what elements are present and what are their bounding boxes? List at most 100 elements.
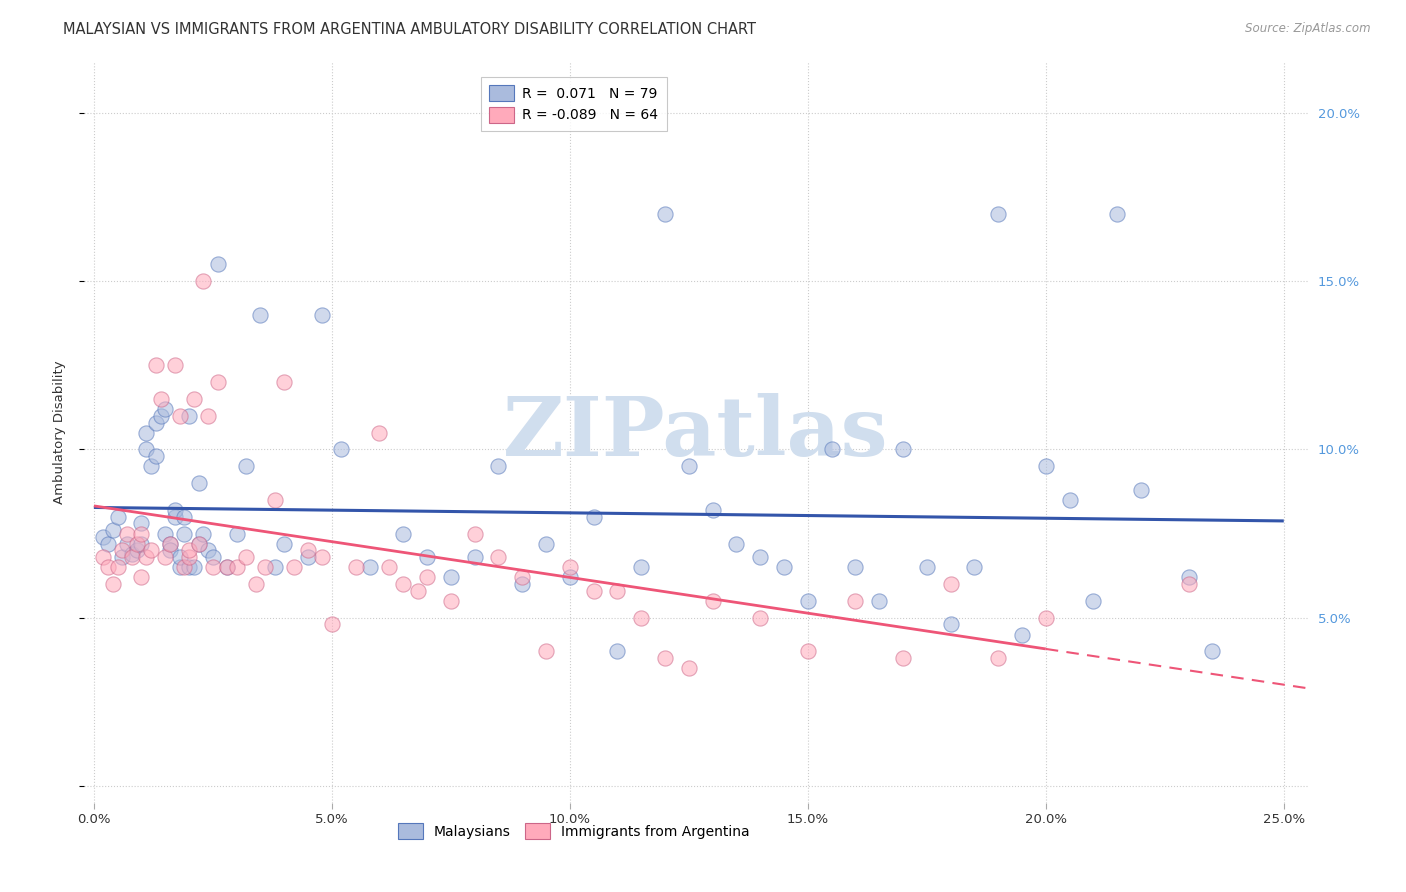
Point (235, 550, 257, 565)
Point (702, 594, 724, 608)
Point (283, 560, 305, 574)
Point (416, 570, 439, 584)
Point (177, 543, 200, 558)
Point (183, 560, 205, 574)
Point (145, 416, 167, 430)
Point (1201, 644, 1223, 658)
Point (225, 560, 247, 574)
Point (125, 543, 148, 558)
Point (797, 594, 820, 608)
Point (464, 550, 486, 565)
Point (135, 425, 157, 440)
Point (820, 442, 842, 457)
Point (177, 409, 200, 423)
Point (169, 560, 191, 574)
Point (1130, 483, 1153, 497)
Point (392, 526, 415, 541)
Text: Source: ZipAtlas.com: Source: ZipAtlas.com (1246, 22, 1371, 36)
Point (135, 442, 157, 457)
Point (606, 644, 628, 658)
Point (159, 536, 181, 550)
Point (121, 547, 143, 561)
Point (183, 392, 205, 406)
Point (488, 550, 510, 565)
Point (654, 207, 676, 221)
Point (101, 577, 124, 591)
Point (891, 442, 914, 457)
Point (359, 560, 381, 574)
Point (987, 651, 1010, 665)
Text: MALAYSIAN VS IMMIGRANTS FROM ARGENTINA AMBULATORY DISABILITY CORRELATION CHART: MALAYSIAN VS IMMIGRANTS FROM ARGENTINA A… (63, 22, 756, 37)
Point (534, 644, 557, 658)
Point (169, 550, 191, 565)
Point (297, 550, 319, 565)
Point (749, 610, 772, 624)
Point (464, 526, 486, 541)
Point (630, 610, 652, 624)
Point (630, 560, 652, 574)
Point (344, 560, 367, 574)
Point (139, 543, 162, 558)
Point (193, 274, 215, 288)
Point (534, 536, 557, 550)
Point (406, 583, 429, 598)
Point (155, 402, 177, 417)
Point (121, 550, 143, 565)
Point (159, 543, 181, 558)
Point (173, 509, 195, 524)
Point (1035, 459, 1057, 474)
Point (254, 560, 277, 574)
Point (131, 570, 153, 584)
Point (844, 594, 866, 608)
Point (392, 577, 415, 591)
Point (197, 543, 219, 558)
Point (187, 536, 209, 550)
Point (1059, 492, 1081, 507)
Point (582, 583, 605, 598)
Legend: Malaysians, Immigrants from Argentina: Malaysians, Immigrants from Argentina (389, 815, 758, 847)
Point (145, 359, 167, 373)
Point (155, 526, 177, 541)
Point (1177, 570, 1199, 584)
Point (1177, 577, 1199, 591)
Point (773, 560, 796, 574)
Point (273, 375, 295, 389)
Point (145, 449, 167, 463)
Text: ZIPatlas: ZIPatlas (503, 392, 889, 473)
Point (225, 526, 247, 541)
Point (111, 543, 134, 558)
Point (245, 577, 267, 591)
Point (678, 459, 700, 474)
Point (558, 560, 581, 574)
Point (582, 509, 605, 524)
Point (510, 577, 533, 591)
Point (749, 550, 772, 565)
Point (207, 257, 229, 271)
Point (177, 550, 200, 565)
Point (187, 476, 209, 491)
Point (169, 409, 191, 423)
Point (915, 560, 938, 574)
Point (368, 425, 391, 440)
Point (891, 651, 914, 665)
Point (939, 577, 962, 591)
Point (93, 550, 115, 565)
Point (131, 526, 153, 541)
Point (378, 560, 401, 574)
Point (139, 459, 162, 474)
Point (510, 570, 533, 584)
Point (1011, 627, 1033, 641)
Point (201, 550, 224, 565)
Point (1107, 207, 1129, 221)
Point (207, 375, 229, 389)
Point (155, 550, 177, 565)
Point (111, 550, 134, 565)
Point (135, 550, 157, 565)
Point (725, 536, 748, 550)
Point (93, 530, 115, 544)
Point (163, 509, 186, 524)
Point (273, 536, 295, 550)
Point (97, 536, 120, 550)
Point (606, 583, 628, 598)
Point (115, 536, 138, 550)
